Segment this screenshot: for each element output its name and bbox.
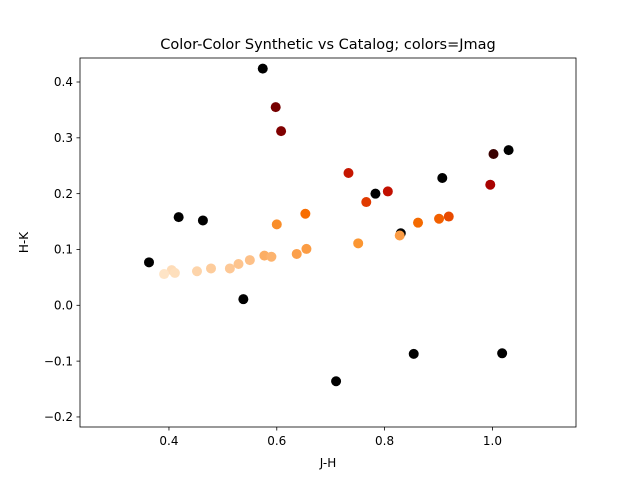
x-tick-label: 0.8 bbox=[375, 434, 394, 448]
data-points bbox=[144, 63, 514, 387]
scatter-point bbox=[173, 212, 184, 223]
scatter-point bbox=[197, 215, 208, 226]
scatter-point bbox=[408, 348, 419, 359]
x-tick-label: 0.6 bbox=[267, 434, 286, 448]
scatter-point bbox=[206, 263, 217, 274]
axis-ticks: 0.4 0.6 0.8 1.0 −0.2 −0.1 0.0 0.1 0.2 0.3 0.4 bbox=[44, 75, 502, 448]
scatter-point bbox=[394, 230, 405, 241]
scatter-point bbox=[353, 238, 364, 249]
y-tick-label: 0.3 bbox=[54, 131, 73, 145]
scatter-point bbox=[443, 211, 454, 222]
scatter-point bbox=[503, 145, 514, 156]
plot-frame bbox=[79, 57, 577, 428]
scatter-point bbox=[244, 255, 255, 266]
y-tick-label: 0.0 bbox=[54, 299, 73, 313]
scatter-point bbox=[276, 126, 287, 137]
scatter-point bbox=[343, 167, 354, 178]
scatter-point bbox=[238, 294, 249, 305]
scatter-point bbox=[144, 257, 155, 268]
scatter-point bbox=[488, 149, 499, 160]
scatter-point bbox=[382, 186, 393, 197]
y-tick-label: −0.2 bbox=[44, 410, 73, 424]
x-axis-label: J-H bbox=[319, 456, 336, 470]
x-tick-label: 1.0 bbox=[483, 434, 502, 448]
scatter-point bbox=[159, 269, 170, 280]
scatter-point bbox=[271, 219, 282, 230]
scatter-point bbox=[257, 63, 268, 74]
y-tick-label: 0.4 bbox=[54, 75, 73, 89]
scatter-point bbox=[301, 243, 312, 254]
scatter-point bbox=[331, 376, 342, 387]
x-tick-label: 0.4 bbox=[159, 434, 178, 448]
scatter-point bbox=[266, 251, 277, 262]
y-tick-label: 0.1 bbox=[54, 243, 73, 257]
scatter-point bbox=[437, 173, 448, 184]
y-tick-label: 0.2 bbox=[54, 187, 73, 201]
scatter-point bbox=[191, 266, 202, 277]
scatter-point bbox=[233, 258, 244, 269]
y-axis-label: H-K bbox=[17, 231, 31, 253]
scatter-point bbox=[413, 217, 424, 228]
scatter-point bbox=[169, 267, 180, 278]
scatter-point bbox=[485, 179, 496, 190]
scatter-point bbox=[300, 208, 311, 219]
scatter-point bbox=[291, 248, 302, 259]
chart-title: Color-Color Synthetic vs Catalog; colors… bbox=[160, 37, 496, 53]
scatter-point bbox=[497, 348, 508, 359]
scatter-point bbox=[434, 213, 445, 224]
scatter-point bbox=[224, 263, 235, 274]
scatter-point bbox=[370, 188, 381, 199]
y-tick-label: −0.1 bbox=[44, 354, 73, 368]
scatter-point bbox=[270, 102, 281, 113]
scatter-point bbox=[361, 197, 372, 208]
